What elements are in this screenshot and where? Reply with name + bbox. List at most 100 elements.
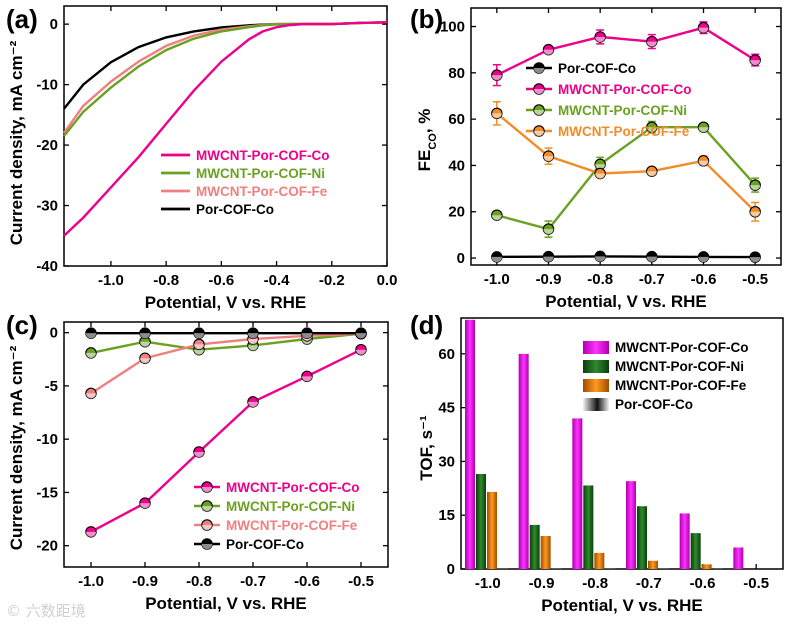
- data-point-highlight: [491, 256, 503, 263]
- data-point-highlight: [491, 75, 503, 81]
- bar: [701, 564, 712, 569]
- x-tick-label: -1.0: [484, 271, 510, 288]
- legend-label: MWCNT-Por-COF-Ni: [558, 103, 687, 118]
- panel-label: (d): [410, 310, 443, 340]
- x-tick-label: -0.5: [348, 573, 374, 590]
- x-tick-label: -0.7: [240, 573, 266, 590]
- series-line: [496, 255, 756, 259]
- data-point-highlight: [201, 544, 213, 550]
- data-point-highlight: [201, 506, 213, 512]
- plot-frame: [470, 7, 782, 266]
- bar: [476, 473, 486, 569]
- legend-label: Por-COF-Co: [196, 202, 274, 217]
- x-tick-label: -1.0: [98, 272, 124, 289]
- y-tick-label: 40: [448, 157, 465, 174]
- y-tick-label: 0: [50, 325, 58, 342]
- data-point-highlight: [201, 525, 213, 531]
- data-point-highlight: [749, 211, 761, 217]
- x-tick-label: -0.2: [319, 272, 345, 289]
- plot-frame: [460, 317, 784, 570]
- y-tick-label: -10: [36, 431, 58, 448]
- legend-swatch: [583, 360, 609, 373]
- panel-label: (b): [410, 4, 443, 34]
- data-point-highlight: [85, 393, 97, 399]
- series-line: [63, 21, 388, 110]
- bar: [733, 547, 744, 569]
- x-tick-label: -0.6: [294, 573, 320, 590]
- bar: [540, 536, 551, 569]
- data-point-highlight: [749, 60, 761, 66]
- y-axis-title: Current density, mA cm⁻²: [7, 40, 26, 245]
- y-tick-label: 0: [447, 561, 455, 578]
- series-line: [496, 112, 757, 213]
- data-point-highlight: [491, 113, 503, 119]
- y-tick-label: 80: [448, 65, 465, 82]
- x-tick-label: -0.9: [529, 575, 555, 592]
- bar: [583, 485, 594, 569]
- y-tick-label: 100: [440, 19, 465, 36]
- data-point-highlight: [139, 341, 151, 347]
- bar: [637, 506, 647, 569]
- data-point-highlight: [139, 358, 151, 364]
- legend-label: Por-COF-Co: [615, 397, 693, 412]
- data-point-highlight: [646, 171, 658, 177]
- legend-label: MWCNT-Por-COF-Ni: [615, 359, 744, 374]
- data-point-highlight: [301, 333, 313, 339]
- bar: [594, 552, 605, 569]
- chart-panel-c: (c) -1.0 -0.9 -0.8 -0.7 -0.6 -0.5 0 -5 -10 -15 -20 P…: [6, 310, 389, 613]
- bar: [626, 481, 636, 569]
- data-point-highlight: [698, 27, 709, 33]
- data-point-highlight: [533, 68, 545, 74]
- x-tick-label: -0.6: [691, 271, 717, 288]
- x-tick-label: -0.8: [587, 271, 613, 288]
- data-point-highlight: [646, 127, 658, 133]
- data-point-highlight: [543, 256, 554, 262]
- chart-panel-b: (b) -1.0 -0.9 -0.8 -0.7 -0.6 -0.5 0 20 40 60 80 100 P…: [410, 4, 782, 311]
- x-tick-label: -1.0: [475, 575, 501, 592]
- y-tick-label: -5: [45, 378, 58, 395]
- data-point-highlight: [247, 345, 259, 351]
- data-point-highlight: [533, 110, 545, 116]
- data-point-highlight: [533, 89, 545, 95]
- data-point-highlight: [193, 451, 205, 458]
- data-point-highlight: [201, 487, 213, 493]
- x-tick-label: -0.6: [208, 272, 234, 289]
- data-point-highlight: [749, 257, 761, 263]
- bar: [648, 560, 658, 569]
- y-tick-label: 15: [438, 507, 455, 524]
- data-point-highlight: [646, 256, 658, 262]
- y-tick-label: 30: [438, 453, 455, 470]
- x-axis-title: Potential, V vs. RHE: [145, 293, 307, 312]
- data-point-highlight: [193, 349, 205, 355]
- y-axis-title: TOF, s⁻¹: [417, 415, 436, 481]
- legend-label: MWCNT-Por-COF-Co: [196, 148, 329, 163]
- bar: [518, 353, 529, 569]
- x-axis-title: Potential, V vs. RHE: [545, 292, 707, 311]
- data-point-highlight: [301, 376, 313, 382]
- panel-label: (c): [6, 310, 38, 340]
- bar: [487, 491, 497, 569]
- x-tick-label: -0.7: [639, 271, 665, 288]
- data-point-highlight: [543, 229, 554, 235]
- chart-panel-d: (d) -1.0 -0.9 -0.8 -0.7 -0.6 -0.5 0 15 30 45 60 Pote…: [410, 310, 784, 615]
- data-point-highlight: [749, 185, 761, 191]
- legend-swatch: [583, 379, 609, 392]
- x-tick-label: -1.0: [78, 573, 104, 590]
- series-line: [63, 21, 388, 237]
- bar: [690, 533, 701, 569]
- x-tick-label: -0.9: [132, 573, 158, 590]
- data-point-highlight: [139, 503, 151, 509]
- data-point-highlight: [85, 333, 97, 339]
- data-point-highlight: [247, 401, 259, 408]
- y-tick-label: -15: [36, 484, 58, 501]
- y-tick-label: 45: [438, 400, 455, 417]
- bar: [572, 418, 583, 569]
- data-point-highlight: [698, 160, 709, 167]
- y-tick-label: 60: [438, 346, 455, 363]
- bar: [529, 524, 540, 569]
- data-point-highlight: [491, 215, 503, 221]
- series-line: [90, 348, 362, 533]
- data-point-highlight: [543, 49, 554, 55]
- data-point-highlight: [193, 344, 205, 350]
- legend-label: MWCNT-Por-COF-Fe: [558, 124, 690, 139]
